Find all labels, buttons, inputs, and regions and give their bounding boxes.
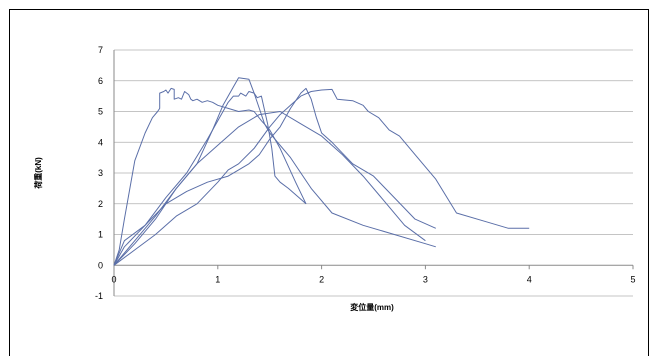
x-axis-title: 変位量(mm) (350, 302, 394, 312)
series-line-2 (113, 91, 307, 266)
chart-frame (9, 9, 649, 356)
x-tick-label: 2 (319, 274, 324, 284)
y-tick-label: 7 (98, 45, 103, 55)
x-tick-label: 4 (527, 274, 532, 284)
x-tick-label: 5 (630, 274, 635, 284)
x-tick-label: 0 (111, 274, 116, 284)
x-tick-label: 3 (423, 274, 428, 284)
y-tick-label: -1 (95, 291, 103, 301)
x-tick-label: 1 (215, 274, 220, 284)
series-line-6 (113, 111, 426, 266)
y-tick-label: 5 (98, 107, 103, 117)
axes (113, 50, 634, 296)
series-line-4 (113, 88, 530, 266)
series-line-3 (113, 87, 437, 266)
y-tick-label: 3 (98, 168, 103, 178)
y-tick-label: 2 (98, 199, 103, 209)
series-lines (113, 77, 530, 266)
y-tick-label: 4 (98, 137, 103, 147)
y-tick-label: 6 (98, 76, 103, 86)
series-line-1 (113, 87, 307, 266)
y-tick-label: 1 (98, 230, 103, 240)
series-line-5 (113, 77, 436, 266)
tick-labels: -1 0 1 2 3 4 5 6 7 0 1 2 3 4 5 (95, 45, 636, 301)
y-axis-title: 荷重(kN) (33, 157, 43, 190)
y-tick-label: 0 (98, 260, 103, 270)
gridlines (114, 49, 633, 297)
